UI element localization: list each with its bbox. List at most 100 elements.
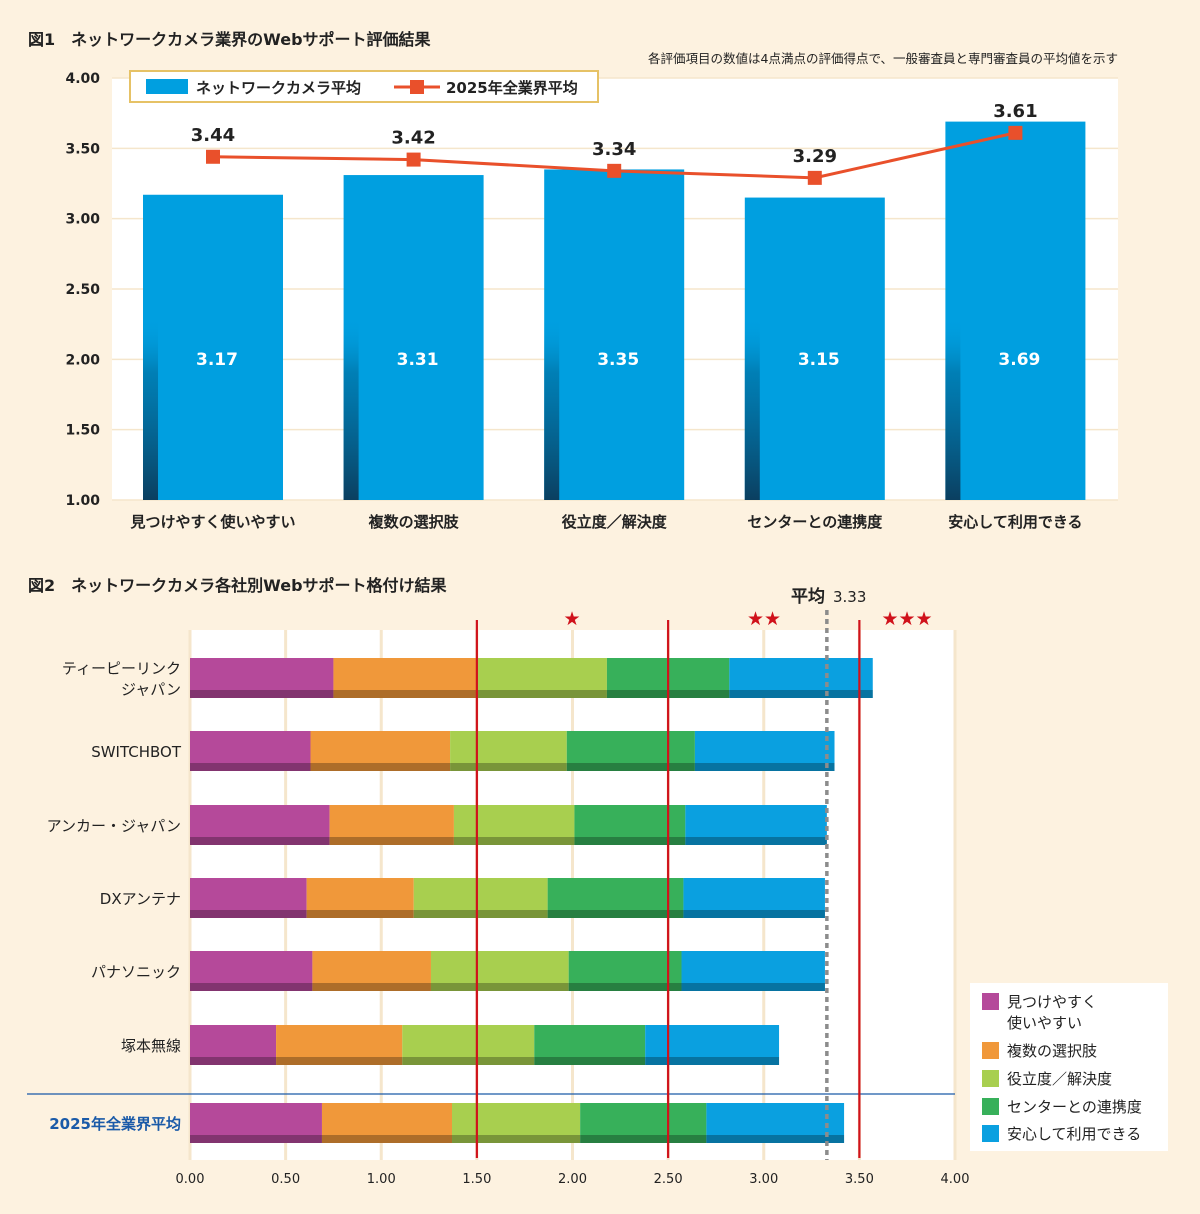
chart1-category-label: センターとの連携度: [747, 513, 883, 531]
chart2-segment: [452, 1103, 581, 1143]
chart2-legend-label: 安心して利用できる: [1007, 1125, 1141, 1143]
chart2-segment: [190, 1025, 277, 1065]
chart2-segment-shadow: [685, 837, 827, 845]
chart2-segment-shadow: [321, 1135, 453, 1143]
chart2-segment: [430, 951, 569, 991]
chart2-segment-shadow: [329, 837, 454, 845]
chart1-ytick-label: 4.00: [65, 71, 100, 87]
chart2-segment: [574, 805, 686, 845]
chart1-bar-value-label: 3.31: [397, 350, 439, 370]
chart1-line-marker: [807, 170, 822, 185]
chart1-legend-swatch-marker: [410, 80, 424, 94]
chart2-segment: [190, 878, 307, 918]
chart2-segment: [276, 1025, 403, 1065]
chart2-legend-swatch: [982, 993, 999, 1010]
chart2-segment: [333, 658, 477, 698]
chart2-title: 図2 ネットワークカメラ各社別Webサポート格付け結果: [28, 576, 447, 595]
chart2-segment-shadow: [452, 1135, 581, 1143]
chart2-segment: [413, 878, 548, 918]
chart2-segment: [681, 951, 825, 991]
chart2-segment: [453, 805, 575, 845]
chart2-segment: [706, 1103, 845, 1143]
chart1-legend-label-bar: ネットワークカメラ平均: [196, 79, 361, 97]
chart1-bar: [544, 169, 685, 500]
chart2-row-label: DXアンテナ: [100, 890, 181, 908]
chart2-segment-shadow: [190, 1135, 322, 1143]
chart1-ytick-label: 1.50: [65, 423, 100, 439]
chart2-segment-shadow: [310, 763, 451, 771]
chart2-segment-shadow: [413, 910, 548, 918]
chart1-bar: [143, 194, 283, 500]
chart2-segment: [685, 805, 827, 845]
chart2-segment: [190, 1103, 322, 1143]
chart2-xtick-label: 2.50: [654, 1172, 683, 1187]
chart2-average-label: 平均: [791, 586, 825, 607]
chart2-segment: [190, 951, 313, 991]
chart1-line-value-label: 3.61: [993, 101, 1037, 122]
chart1-bar: [343, 175, 484, 500]
chart2-segment-shadow: [190, 837, 330, 845]
chart2-legend-swatch: [982, 1070, 999, 1087]
chart2-segment-shadow: [547, 910, 684, 918]
chart2-segment-shadow: [402, 1057, 535, 1065]
chart2-segment-shadow: [190, 983, 313, 991]
chart1-line-value-label: 3.34: [592, 139, 636, 160]
chart2-segment: [402, 1025, 535, 1065]
chart2-row-label: ティーピーリンク: [62, 660, 181, 678]
chart2-xtick-label: 3.50: [845, 1172, 874, 1187]
chart1-line-marker: [1008, 125, 1023, 140]
chart2-xtick-label: 1.00: [367, 1172, 396, 1187]
chart2-segment: [306, 878, 414, 918]
chart2-segment-shadow: [190, 763, 311, 771]
chart1-category-label: 複数の選択肢: [368, 513, 460, 531]
chart1-note: 各評価項目の数値は4点満点の評価得点で、一般審査員と専門審査員の平均値を示す: [648, 51, 1118, 66]
chart2-row-label: SWITCHBOT: [91, 743, 182, 761]
chart1-bar-value-label: 3.17: [196, 350, 238, 370]
chart2-segment-shadow: [430, 983, 569, 991]
chart2-legend-label: 使いやすい: [1007, 1014, 1082, 1032]
chart2-legend-swatch: [982, 1125, 999, 1142]
chart2-xtick-label: 0.00: [176, 1172, 205, 1187]
chart1-legend: [129, 70, 599, 103]
chart2-segment: [476, 658, 607, 698]
chart2-segment: [310, 731, 451, 771]
chart2-star-rating: ★: [563, 608, 580, 630]
chart1-line-marker: [607, 163, 622, 178]
chart2-segment-shadow: [681, 983, 825, 991]
chart1-ytick-label: 3.00: [65, 212, 100, 228]
chart1-ytick-label: 2.50: [65, 282, 100, 298]
chart1-title: 図1 ネットワークカメラ業界のWebサポート評価結果: [28, 30, 431, 49]
chart2-xtick-label: 4.00: [941, 1172, 970, 1187]
chart2-segment-shadow: [729, 690, 873, 698]
chart2-average-value: 3.33: [833, 588, 866, 606]
chart2-segment: [568, 951, 682, 991]
chart2-xtick-label: 2.00: [558, 1172, 587, 1187]
chart2-segment: [190, 805, 330, 845]
chart1-line-value-label: 3.42: [391, 128, 435, 149]
chart1-bar-shade: [544, 317, 560, 500]
chart2-star-rating: ★★: [747, 608, 781, 630]
chart2-legend-label: 役立度／解決度: [1007, 1070, 1112, 1088]
chart2-segment-shadow: [580, 1135, 707, 1143]
chart1-bar-shade: [744, 317, 760, 500]
chart2-segment-shadow: [534, 1057, 646, 1065]
chart2-xtick-label: 1.50: [462, 1172, 491, 1187]
chart1-bar-value-label: 3.69: [998, 350, 1040, 370]
chart2-segment-shadow: [312, 983, 431, 991]
chart2-segment: [694, 731, 835, 771]
chart2-star-rating: ★★★: [881, 608, 932, 630]
chart2-legend-label: 見つけやすく: [1007, 993, 1097, 1011]
chart2-row-label: ジャパン: [121, 681, 181, 699]
chart2-segment-shadow: [190, 690, 334, 698]
chart1-bar-value-label: 3.35: [597, 350, 639, 370]
chart2-row-label: 塚本無線: [121, 1037, 181, 1055]
chart2-xtick-label: 3.00: [749, 1172, 778, 1187]
chart2-row-label: アンカー・ジャパン: [47, 817, 181, 835]
chart2-segment: [534, 1025, 646, 1065]
chart2-segment-shadow: [706, 1135, 845, 1143]
chart1-bar: [744, 197, 885, 501]
chart2-segment-shadow: [333, 690, 477, 698]
chart2-segment-shadow: [190, 1057, 277, 1065]
chart2-legend-swatch: [982, 1098, 999, 1115]
